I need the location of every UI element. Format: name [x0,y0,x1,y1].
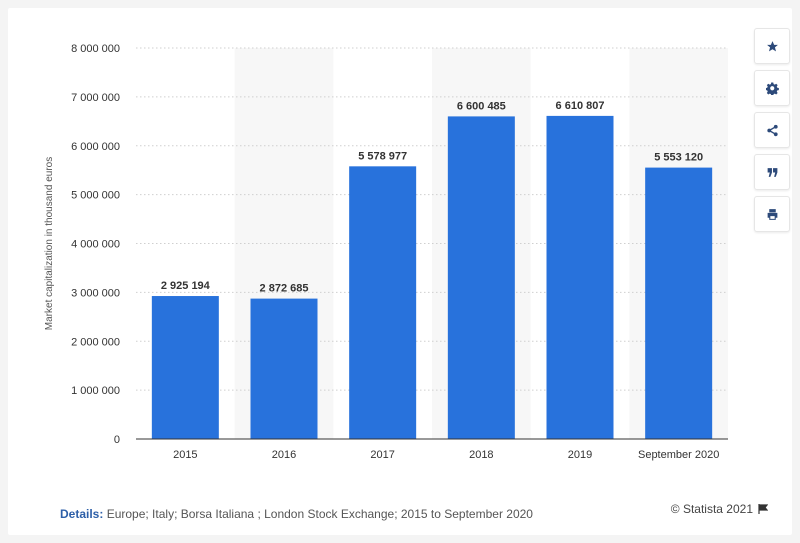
x-axis-ticks: 2015 2016 2017 2018 2019 September 2020 [173,449,719,461]
y-tick-label: 2 000 000 [71,336,120,348]
chart-card: 0 1 000 000 2 000 000 3 000 000 4 000 000 5 0… [8,8,792,535]
bar[interactable] [447,116,515,439]
bar[interactable] [546,115,614,440]
y-tick-label: 6 000 000 [71,141,120,153]
y-tick-label: 5 000 000 [71,190,120,202]
x-tick-label: 2018 [469,449,493,461]
x-tick-label: September 2020 [638,449,719,461]
quote-icon [767,167,777,177]
star-icon [766,40,778,51]
flag-icon [758,504,768,514]
x-tick-label: 2015 [173,449,197,461]
settings-button[interactable] [754,70,790,106]
bar-value-label: 5 578 977 [358,150,407,162]
y-axis-title: Market capitalization in thousand euros [44,157,55,330]
y-tick-label: 4 000 000 [71,239,120,251]
bar-chart: 0 1 000 000 2 000 000 3 000 000 4 000 000 5 0… [44,43,728,461]
gear-icon [765,82,779,95]
bar-value-label: 6 600 485 [457,100,506,112]
x-tick-label: 2019 [568,449,592,461]
cite-button[interactable] [754,154,790,190]
statista-credit[interactable]: © Statista 2021 [671,502,768,516]
chart-toolbar [754,28,790,232]
y-tick-label: 8 000 000 [71,43,120,55]
bar-value-label: 5 553 120 [654,152,703,164]
bar[interactable] [645,167,713,440]
y-tick-label: 1 000 000 [71,385,120,397]
bar-value-label: 6 610 807 [556,100,605,112]
gridlines [136,47,728,391]
details-note: Details: Europe; Italy; Borsa Italiana ;… [60,507,533,521]
printer-icon [767,208,777,220]
y-tick-label: 0 [114,434,120,446]
bar[interactable] [151,296,219,439]
y-tick-label: 7 000 000 [71,92,120,104]
bar[interactable] [250,298,318,439]
share-button[interactable] [754,112,790,148]
y-axis-ticks: 0 1 000 000 2 000 000 3 000 000 4 000 000 5 0… [71,43,120,446]
share-icon [766,124,778,136]
x-tick-label: 2017 [370,449,394,461]
bar[interactable] [349,166,417,439]
favorite-button[interactable] [754,28,790,64]
details-text: Europe; Italy; Borsa Italiana ; London S… [103,507,533,521]
x-tick-label: 2016 [272,449,296,461]
details-label: Details: [60,507,104,521]
bar-value-labels: 2 925 194 2 872 685 5 578 977 6 600 485 6 61… [161,100,703,295]
credit-text: © Statista 2021 [670,502,753,516]
bar-value-label: 2 872 685 [260,283,309,295]
bars [151,115,713,440]
bar-value-label: 2 925 194 [161,280,211,292]
print-button[interactable] [754,196,790,232]
y-tick-label: 3 000 000 [71,287,120,299]
